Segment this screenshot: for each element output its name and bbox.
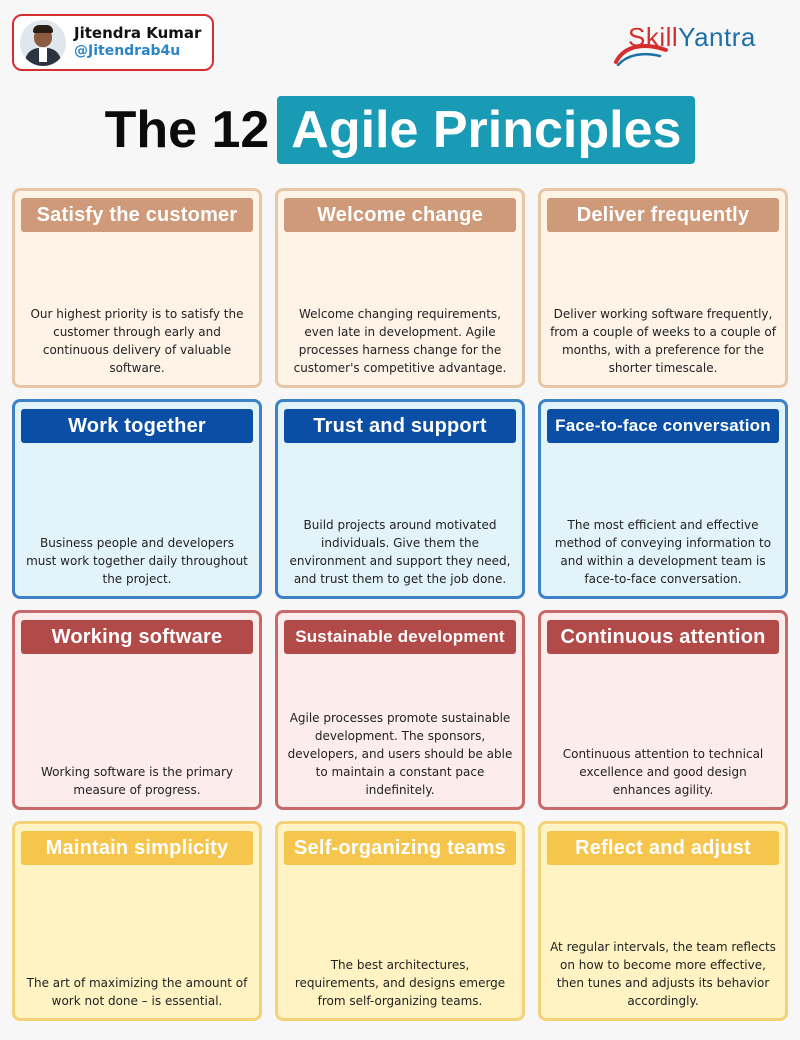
- principle-description: Our highest priority is to satisfy the c…: [30, 307, 244, 375]
- principle-title: Trust and support: [284, 409, 516, 443]
- principle-title: Continuous attention: [547, 620, 779, 654]
- principle-card: Maintain simplicity The art of maximizing…: [12, 821, 262, 1021]
- brand-name-yantra: Yantra: [678, 22, 756, 52]
- principle-card: Trust and support Build projects around m…: [275, 399, 525, 599]
- page-title: The 12 Agile Principles: [0, 96, 800, 166]
- principle-title: Self-organizing teams: [284, 831, 516, 865]
- title-highlight: Agile Principles: [277, 96, 696, 164]
- title-plain: The 12: [104, 101, 270, 159]
- principle-title: Face-to-face conversation: [547, 409, 779, 443]
- principle-title: Working software: [21, 620, 253, 654]
- brand-name-skill: Skill: [628, 22, 679, 52]
- avatar: [20, 19, 66, 66]
- principle-card: Face-to-face conversation The most effici…: [538, 399, 788, 599]
- principle-description: Agile processes promote sustainable deve…: [287, 711, 513, 797]
- author-name: Jitendra Kumar: [74, 24, 202, 43]
- principle-description: At regular intervals, the team reflects …: [550, 940, 776, 1008]
- principles-grid: Satisfy the customer Our highest priority…: [12, 188, 788, 1021]
- principle-description: The most efficient and effective method …: [554, 518, 772, 586]
- principle-description: The art of maximizing the amount of work…: [26, 976, 248, 1008]
- principle-description: Business people and developers must work…: [26, 536, 248, 586]
- principle-description: Deliver working software frequently, fro…: [550, 307, 776, 375]
- brand-logo: SkillYantra: [614, 22, 784, 66]
- principle-description: Continuous attention to technical excell…: [562, 747, 764, 797]
- principle-card: Deliver frequently Deliver working softwa…: [538, 188, 788, 388]
- principle-card: Self-organizing teams The best architectu…: [275, 821, 525, 1021]
- author-handle[interactable]: @Jitendrab4u: [74, 43, 181, 60]
- principle-card: Reflect and adjust At regular intervals, …: [538, 821, 788, 1021]
- principle-card: Continuous attention Continuous attention…: [538, 610, 788, 810]
- swoosh-icon: [614, 44, 668, 66]
- principle-title: Satisfy the customer: [21, 198, 253, 232]
- principle-title: Sustainable development: [284, 620, 516, 654]
- principle-title: Welcome change: [284, 198, 516, 232]
- principle-card: Working software Working software is the …: [12, 610, 262, 810]
- principle-title: Deliver frequently: [547, 198, 779, 232]
- principle-card: Sustainable development Agile processes p…: [275, 610, 525, 810]
- principle-description: The best architectures, requirements, an…: [294, 958, 506, 1008]
- principle-description: Welcome changing requirements, even late…: [293, 307, 507, 375]
- principle-description: Build projects around motivated individu…: [289, 518, 511, 586]
- principle-card: Welcome change Welcome changing requireme…: [275, 188, 525, 388]
- principle-card: Work together Business people and develop…: [12, 399, 262, 599]
- principle-description: Working software is the primary measure …: [41, 765, 233, 797]
- principle-title: Maintain simplicity: [21, 831, 253, 865]
- principle-card: Satisfy the customer Our highest priority…: [12, 188, 262, 388]
- principle-title: Reflect and adjust: [547, 831, 779, 865]
- author-badge[interactable]: Jitendra Kumar @Jitendrab4u: [12, 14, 214, 71]
- principle-title: Work together: [21, 409, 253, 443]
